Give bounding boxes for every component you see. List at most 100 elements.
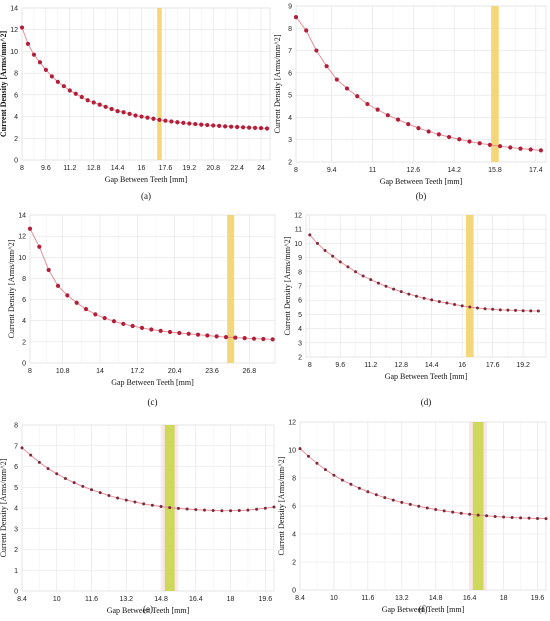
- x-tick-label: 18: [227, 596, 235, 603]
- data-point: [107, 494, 111, 498]
- x-tick-label: 9.6: [41, 165, 51, 172]
- y-tick-label: 7: [14, 443, 18, 450]
- plot-area: [295, 5, 547, 163]
- data-point: [46, 267, 51, 273]
- data-point: [223, 124, 228, 129]
- data-point: [483, 307, 487, 311]
- y-tick-label: 6: [298, 298, 302, 305]
- data-point: [323, 249, 327, 252]
- data-point: [115, 109, 120, 114]
- data-point: [214, 334, 219, 339]
- x-tick-label: 18: [500, 595, 508, 602]
- x-tick-label: 8.4: [17, 596, 27, 603]
- data-point: [437, 300, 441, 304]
- x-tick-label: 11.6: [85, 596, 98, 603]
- data-point: [451, 510, 455, 514]
- data-point: [61, 84, 66, 89]
- data-point: [354, 270, 358, 274]
- x-tick-label: 8: [308, 362, 312, 369]
- data-point: [416, 126, 421, 131]
- x-tick-label: 10: [330, 595, 338, 602]
- y-tick-label: 3: [288, 137, 292, 144]
- data-point: [199, 122, 204, 127]
- data-point: [467, 139, 472, 144]
- y-tick-label: 2: [22, 339, 26, 346]
- y-tick-label: 4: [22, 318, 26, 325]
- x-tick-label: 13.2: [395, 595, 409, 602]
- data-point: [121, 110, 126, 115]
- data-point: [97, 102, 102, 107]
- data-point: [355, 94, 360, 99]
- data-point: [331, 254, 335, 258]
- data-point: [27, 226, 33, 231]
- optimum-band: [466, 215, 474, 357]
- y-tick-label: 10: [18, 255, 26, 262]
- data-point: [361, 274, 365, 278]
- data-point: [211, 508, 215, 512]
- x-tick-label: 8: [28, 368, 32, 375]
- data-point: [235, 124, 240, 130]
- x-tick-label: 16.4: [189, 596, 203, 603]
- y-tick-label: 2: [288, 160, 292, 167]
- data-point: [139, 114, 144, 119]
- data-point: [252, 125, 258, 130]
- y-tick-label: 6: [22, 297, 26, 304]
- data-point: [475, 306, 479, 310]
- x-tick-label: 17.2: [131, 368, 145, 375]
- data-point: [127, 111, 132, 116]
- x-tick-label: 10.8: [56, 368, 70, 375]
- data-point: [98, 491, 102, 495]
- data-point: [202, 508, 206, 512]
- data-point: [332, 473, 336, 477]
- y-tick-label: 10: [10, 49, 18, 56]
- data-point: [74, 300, 79, 305]
- data-point: [491, 307, 495, 311]
- x-tick-label: 20.4: [168, 368, 182, 375]
- data-point: [67, 88, 72, 93]
- x-axis-title: Gap Between Teeth [mm]: [107, 606, 190, 615]
- y-tick-label: 5: [298, 312, 302, 319]
- y-tick-label: 6: [14, 92, 18, 99]
- data-point: [20, 446, 24, 450]
- data-point: [55, 472, 59, 476]
- data-point: [344, 86, 350, 91]
- data-point: [124, 498, 128, 502]
- y-tick-label: 9: [298, 255, 302, 262]
- data-point: [315, 241, 319, 245]
- data-point: [261, 336, 266, 342]
- y-tick-label: 0: [22, 361, 26, 368]
- y-tick-label: 12: [288, 420, 296, 427]
- y-tick-label: 8: [292, 476, 296, 483]
- data-point: [338, 260, 342, 264]
- x-tick-label: 14.4: [111, 165, 125, 172]
- data-point: [460, 304, 464, 308]
- data-point: [193, 121, 198, 127]
- x-tick-label: 14: [96, 368, 104, 375]
- data-point: [37, 244, 42, 249]
- x-tick-label: 12.8: [87, 165, 101, 172]
- x-tick-label: 14.8: [429, 595, 443, 602]
- data-point: [246, 508, 250, 512]
- data-point: [521, 309, 525, 313]
- data-point: [142, 502, 146, 506]
- data-point: [217, 123, 222, 129]
- data-point: [270, 337, 275, 342]
- x-tick-label: 19.6: [258, 596, 272, 603]
- x-axis-title: Gap Between Teeth [mm]: [382, 605, 465, 614]
- optimum-band: [472, 422, 484, 590]
- x-tick-label: 12.6: [407, 167, 421, 174]
- data-point: [538, 148, 543, 153]
- data-point: [400, 500, 404, 504]
- data-point: [149, 327, 154, 332]
- data-point: [246, 125, 252, 130]
- data-point: [237, 508, 241, 512]
- data-point: [323, 468, 327, 472]
- data-point: [406, 122, 411, 127]
- data-point: [374, 493, 378, 497]
- data-point: [417, 504, 421, 508]
- data-point: [168, 506, 172, 510]
- x-tick-label: 17.6: [159, 165, 173, 172]
- panel-caption: (f): [419, 604, 428, 614]
- data-point: [528, 147, 533, 152]
- data-point: [426, 129, 431, 134]
